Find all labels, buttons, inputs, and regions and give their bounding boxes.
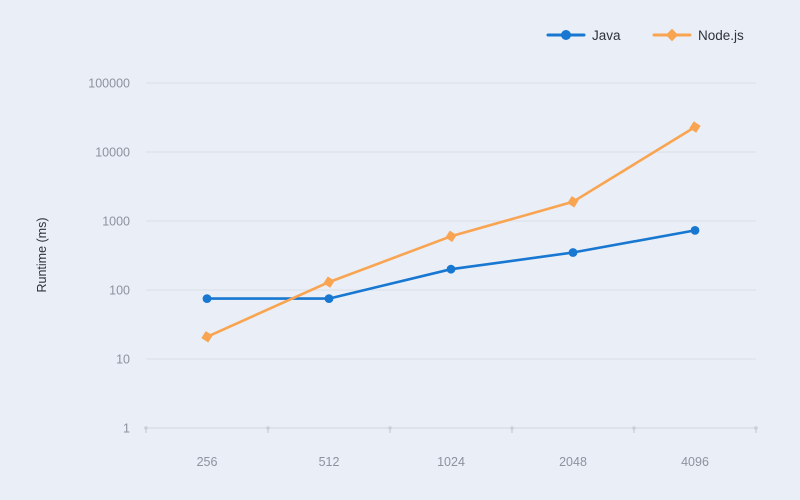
y-tick-label-1: 1	[123, 422, 130, 436]
x-axis-tick-dot	[388, 426, 392, 430]
x-tick-label-4096: 4096	[681, 455, 709, 469]
legend-label-nodejs: Node.js	[698, 28, 744, 43]
nodejs-point-1024[interactable]	[444, 229, 458, 243]
x-tick-label-2048: 2048	[559, 455, 587, 469]
java-point-1024[interactable]	[446, 264, 456, 274]
y-tick-label-10: 10	[116, 353, 130, 367]
nodejs-point-4096[interactable]	[688, 120, 702, 134]
legend-marker-diamond-icon	[665, 28, 679, 42]
java-point-256[interactable]	[202, 294, 212, 303]
java-point-4096[interactable]	[690, 226, 700, 235]
y-tick-label-10000: 10000	[95, 146, 130, 160]
y-axis-title: Runtime (ms)	[35, 217, 49, 292]
x-axis-tick-dot	[510, 426, 514, 430]
x-tick-label-512: 512	[319, 455, 340, 469]
nodejs-point-256[interactable]	[200, 330, 214, 344]
legend-marker-circle-icon	[561, 30, 571, 40]
java-point-2048[interactable]	[568, 248, 578, 257]
x-axis-tick-dot	[632, 426, 636, 430]
legend-item-java[interactable]: Java	[546, 28, 621, 43]
nodejs-point-512[interactable]	[322, 275, 336, 289]
nodejs-point-2048[interactable]	[566, 195, 580, 209]
y-tick-label-1000: 1000	[102, 215, 130, 229]
y-tick-label-100000: 100000	[88, 77, 130, 91]
x-tick-label-1024: 1024	[437, 455, 465, 469]
legend-label-java: Java	[592, 28, 621, 43]
x-axis-tick-dot	[266, 426, 270, 430]
y-tick-label-100: 100	[109, 284, 130, 298]
legend-item-nodejs[interactable]: Node.js	[652, 28, 744, 43]
x-axis-tick-dot	[754, 426, 758, 430]
x-axis-tick-dot	[144, 426, 148, 430]
x-tick-label-256: 256	[197, 455, 218, 469]
java-point-512[interactable]	[324, 294, 334, 303]
